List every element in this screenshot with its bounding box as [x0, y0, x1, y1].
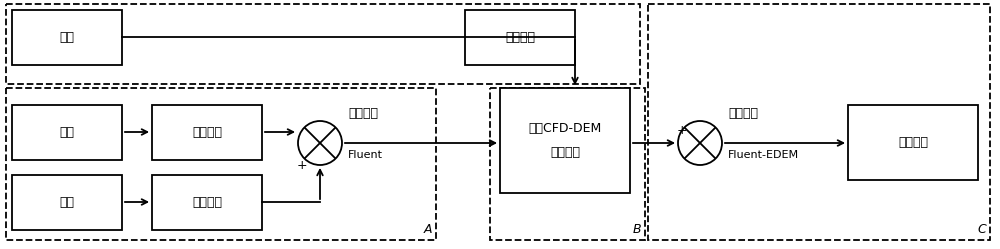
Text: 接入CFD-DEM: 接入CFD-DEM — [528, 122, 602, 135]
Text: Fluent-EDEM: Fluent-EDEM — [728, 150, 799, 160]
Bar — [12, 175, 122, 230]
Circle shape — [678, 121, 722, 165]
Text: 气相: 气相 — [60, 196, 74, 209]
Bar — [848, 105, 978, 180]
Text: 设置参数: 设置参数 — [192, 196, 222, 209]
Bar — [152, 105, 262, 160]
Bar — [152, 175, 262, 230]
Text: 仿真结束: 仿真结束 — [898, 136, 928, 149]
Bar — [12, 105, 122, 160]
Bar — [465, 10, 575, 65]
Bar — [648, 4, 990, 240]
Text: 固相: 固相 — [60, 31, 74, 44]
Text: Fluent: Fluent — [348, 150, 383, 160]
Text: 设置参数: 设置参数 — [505, 31, 535, 44]
Text: 瞬态仿真: 瞬态仿真 — [728, 107, 758, 120]
Text: +: + — [677, 124, 687, 136]
Text: C: C — [977, 223, 986, 236]
Text: 耦合接口: 耦合接口 — [550, 146, 580, 159]
Bar — [12, 10, 122, 65]
Bar — [500, 88, 630, 193]
Text: 液相: 液相 — [60, 126, 74, 139]
Bar — [6, 4, 640, 84]
Text: 设置参数: 设置参数 — [192, 126, 222, 139]
Text: B: B — [632, 223, 641, 236]
Bar — [6, 88, 436, 240]
Text: A: A — [424, 223, 432, 236]
Circle shape — [298, 121, 342, 165]
Text: +: + — [297, 159, 307, 172]
Bar — [490, 88, 645, 240]
Text: 稳态仿真: 稳态仿真 — [348, 107, 378, 120]
